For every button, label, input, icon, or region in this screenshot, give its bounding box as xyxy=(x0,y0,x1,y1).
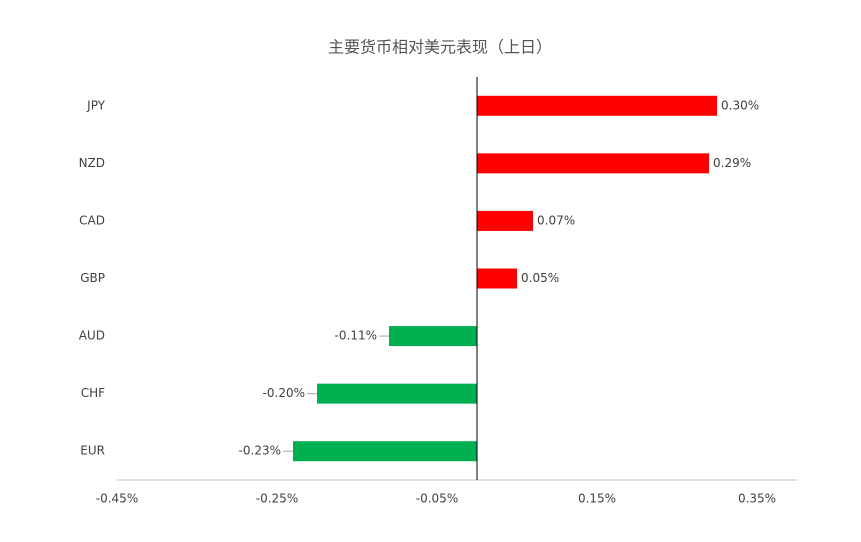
value-label: 0.29% xyxy=(713,156,751,170)
bar xyxy=(293,441,477,462)
x-tick-label: 0.15% xyxy=(578,492,616,506)
bar xyxy=(477,95,717,116)
x-tick-label: -0.05% xyxy=(416,492,458,506)
value-label: -0.11% xyxy=(335,329,377,343)
chart-title: 主要货币相对美元表现（上日） xyxy=(328,38,552,57)
x-tick-label: -0.45% xyxy=(96,492,138,506)
y-tick-label: EUR xyxy=(80,444,105,458)
y-tick-label: GBP xyxy=(80,271,105,285)
value-label: -0.20% xyxy=(263,386,305,400)
value-label: 0.07% xyxy=(537,213,575,227)
y-tick-label: CHF xyxy=(81,386,105,400)
x-tick-label: -0.25% xyxy=(256,492,298,506)
bar xyxy=(389,326,477,347)
bar xyxy=(477,268,517,289)
y-tick-label: NZD xyxy=(79,156,105,170)
bar xyxy=(317,383,477,404)
bar xyxy=(477,153,709,174)
y-tick-label: CAD xyxy=(79,213,105,227)
value-label: -0.23% xyxy=(239,444,281,458)
x-tick-label: 0.35% xyxy=(738,492,776,506)
y-tick-label: JPY xyxy=(86,98,106,112)
bar xyxy=(477,210,533,231)
y-tick-label: AUD xyxy=(79,329,105,343)
value-label: 0.30% xyxy=(721,98,759,112)
value-label: 0.05% xyxy=(521,271,559,285)
